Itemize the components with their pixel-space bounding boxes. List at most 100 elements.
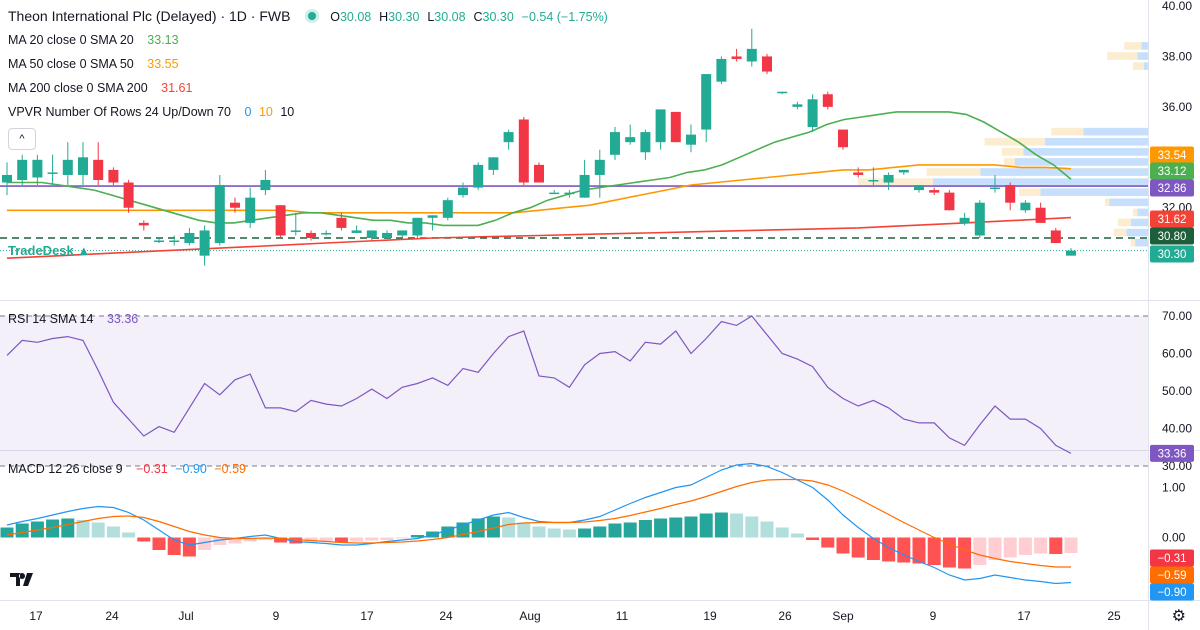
collapse-legend-button[interactable]: ^	[8, 128, 36, 150]
macd-histogram-bar	[562, 529, 576, 538]
candle-body	[154, 240, 164, 243]
macd-line-value: −0.90	[175, 462, 207, 476]
time-tick-label: 9	[273, 609, 280, 623]
macd-histogram-bar	[775, 527, 789, 538]
price-tick-label: 38.00	[1162, 49, 1192, 63]
volume-profile-down-bar	[1130, 238, 1136, 247]
ma200-legend[interactable]: MA 200 close 0 SMA 200 31.61	[8, 80, 196, 96]
candle-body	[686, 134, 696, 145]
ma20-legend[interactable]: MA 20 close 0 SMA 20 33.13	[8, 32, 183, 48]
price-badge	[1150, 210, 1194, 228]
ma50-legend[interactable]: MA 50 close 0 SMA 50 33.55	[8, 56, 183, 72]
rsi-value: 33.36	[106, 312, 139, 326]
c-label: C	[473, 10, 483, 24]
macd-histogram-bar	[334, 537, 348, 543]
candle-body	[108, 169, 119, 183]
candle-body	[655, 109, 666, 143]
macd-histogram-bar	[1049, 537, 1063, 554]
macd-histogram-bar	[608, 523, 622, 538]
ma200-label: MA 200 close 0 SMA 200	[8, 81, 148, 95]
macd-histogram-bar	[213, 537, 227, 545]
volume-profile-down-bar	[1117, 218, 1131, 227]
candle-body	[1020, 202, 1031, 211]
volume-profile-down-bar	[1001, 148, 1024, 156]
candle-body	[594, 159, 605, 175]
price-badge	[1150, 146, 1194, 164]
o-label: O	[330, 10, 340, 24]
candle-body	[412, 217, 423, 236]
macd-histogram-bar	[654, 518, 668, 538]
candle-body	[47, 172, 58, 174]
volume-profile-up-bar	[1137, 208, 1148, 217]
macd-histogram-bar	[486, 516, 500, 538]
rsi-tick-label: 70.00	[1162, 309, 1192, 323]
o-value: 30.08	[339, 10, 372, 24]
macd-histogram-bar	[532, 526, 546, 538]
candle-body	[883, 174, 894, 183]
symbol-title: Theon International Plc (Delayed) · 1D ·…	[8, 8, 291, 24]
settings-gear-icon[interactable]: ⚙	[1171, 608, 1186, 625]
rsi-badge-label: 33.36	[1158, 448, 1187, 460]
rsi-tick-label: 40.00	[1162, 422, 1192, 436]
macd-histogram-bar	[882, 537, 896, 562]
time-tick-label: 17	[360, 609, 374, 623]
volume-profile-down-bar	[1105, 198, 1110, 207]
candle-body	[746, 48, 757, 62]
macd-histogram-bar	[106, 526, 120, 538]
price-tick-label: 36.00	[1162, 100, 1192, 114]
candle-body	[93, 159, 104, 180]
time-tick-label: 17	[29, 609, 43, 623]
candle-body	[199, 230, 210, 256]
vpvr-legend[interactable]: VPVR Number Of Rows 24 Up/Down 70 0 10 1…	[8, 104, 298, 120]
macd-histogram-bar	[517, 522, 531, 538]
rsi-tick-label: 60.00	[1162, 347, 1192, 361]
macd-histogram-bar	[730, 513, 744, 538]
candle-body	[974, 202, 985, 236]
ma20-value: 33.13	[147, 33, 179, 47]
candle-body	[184, 232, 195, 244]
candle-body	[822, 94, 833, 107]
tradedesk-label[interactable]: TradeDesk ▲	[8, 243, 90, 258]
volume-profile-up-bar	[933, 178, 1148, 186]
rsi-legend[interactable]: RSI 14 SMA 14 33.36	[8, 311, 142, 327]
time-tick-label: 11	[616, 609, 629, 623]
volume-profile-up-bar	[1023, 148, 1148, 156]
macd-histogram-bar	[76, 520, 90, 538]
macd-histogram-bar	[122, 532, 136, 538]
candle-body	[610, 132, 620, 155]
volume-profile-up-bar	[1135, 238, 1148, 247]
candle-body	[260, 180, 271, 191]
volume-profile-down-bar	[1124, 42, 1142, 50]
price-badge	[1150, 162, 1194, 180]
candle-body	[914, 185, 924, 191]
macd-signal-line	[6, 478, 1071, 568]
candle-body	[351, 230, 362, 233]
candle-body	[807, 99, 818, 128]
macd-legend[interactable]: MACD 12 26 close 9 −0.31 −0.90 −0.59	[8, 461, 250, 477]
macd-histogram-bar	[578, 528, 592, 538]
macd-histogram-bar	[15, 523, 29, 538]
rsi-badge	[1150, 444, 1194, 462]
macd-histogram-bar	[912, 537, 926, 564]
candle-body	[777, 91, 788, 94]
tradingview-logo-icon[interactable]	[10, 570, 38, 592]
candle-body	[898, 169, 909, 173]
volume-profile-up-bar	[1141, 42, 1148, 50]
triangle-up-icon: ▲	[77, 243, 91, 258]
volume-profile-up-bar	[980, 168, 1148, 176]
price-badge-label: 32.86	[1158, 183, 1187, 195]
rsi-title: RSI 14 SMA 14	[8, 312, 94, 326]
time-tick-label: 19	[703, 609, 717, 623]
macd-histogram-bar	[699, 513, 713, 538]
vpvr-label: VPVR Number Of Rows 24 Up/Down 70	[8, 105, 232, 119]
candle-body	[230, 202, 240, 208]
macd-histogram-bar	[243, 537, 257, 542]
macd-histogram-bar	[319, 537, 333, 542]
macd-histogram-bar	[745, 516, 759, 538]
macd-histogram-bar	[152, 537, 166, 550]
chevron-up-icon: ^	[19, 133, 25, 145]
macd-histogram-bar	[821, 537, 835, 548]
macd-histogram-bar	[988, 537, 1002, 560]
candle-body	[944, 192, 955, 211]
